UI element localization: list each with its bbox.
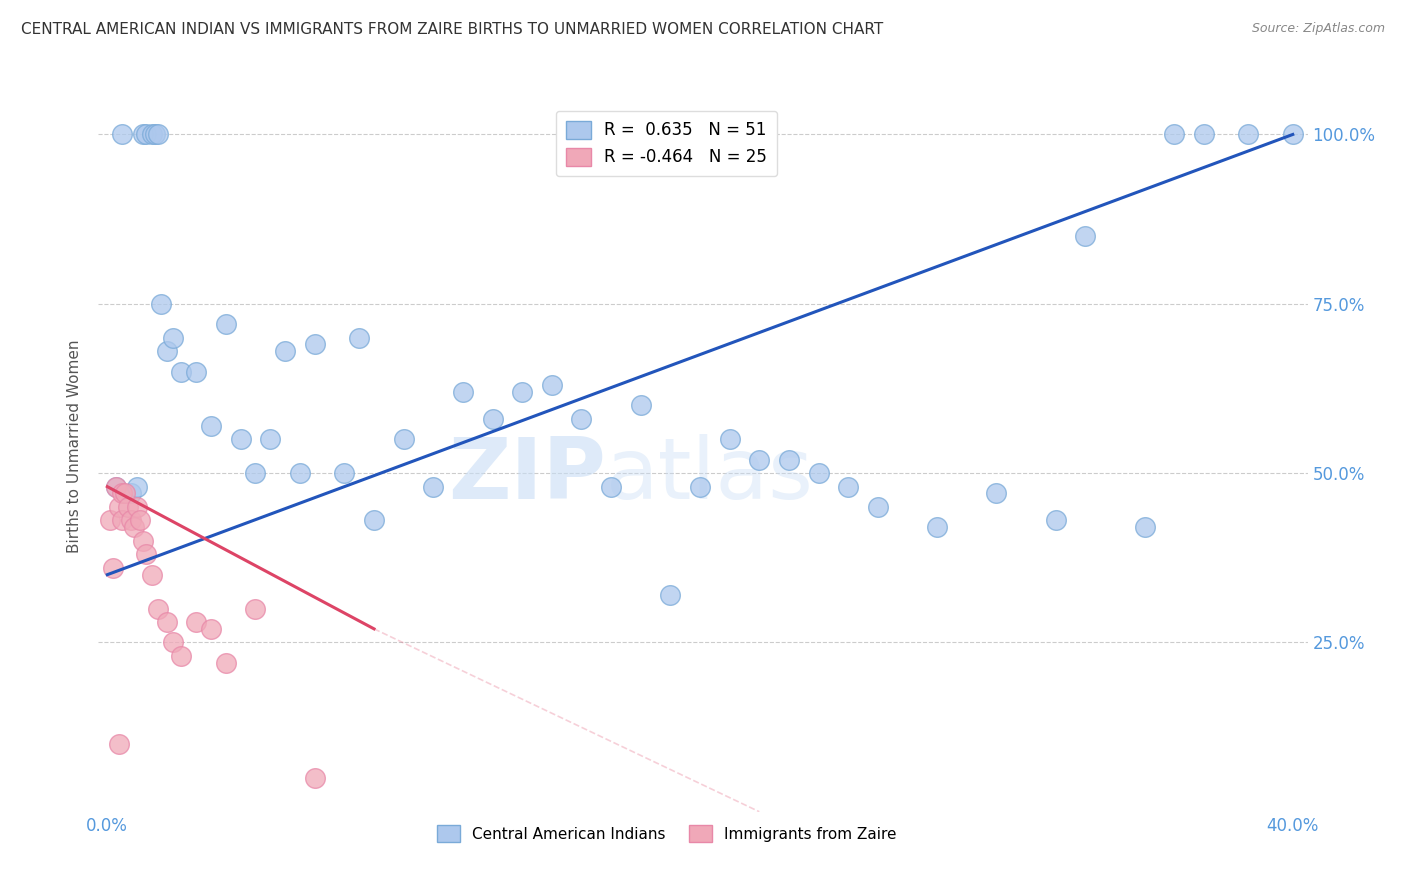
Point bbox=[659, 588, 682, 602]
Point bbox=[105, 480, 128, 494]
Legend: Central American Indians, Immigrants from Zaire: Central American Indians, Immigrants fro… bbox=[432, 819, 903, 848]
Point bbox=[129, 514, 152, 528]
Point bbox=[333, 466, 356, 480]
Text: Source: ZipAtlas.com: Source: ZipAtlas.com bbox=[1251, 22, 1385, 36]
Point bbox=[927, 520, 949, 534]
Point bbox=[122, 520, 145, 534]
Point bbox=[162, 635, 184, 649]
Point bbox=[170, 648, 193, 663]
Point bbox=[98, 514, 121, 528]
Point bbox=[778, 452, 800, 467]
Point bbox=[143, 128, 166, 142]
Point bbox=[103, 561, 125, 575]
Point bbox=[125, 480, 148, 494]
Point bbox=[132, 533, 155, 548]
Point bbox=[451, 384, 474, 399]
Point bbox=[288, 466, 311, 480]
Point bbox=[146, 128, 169, 142]
Point bbox=[689, 480, 711, 494]
Point bbox=[245, 601, 267, 615]
Point bbox=[114, 486, 136, 500]
Point bbox=[149, 297, 172, 311]
Point bbox=[363, 514, 385, 528]
Point bbox=[229, 432, 252, 446]
Point bbox=[600, 480, 623, 494]
Point bbox=[630, 398, 652, 412]
Point bbox=[866, 500, 889, 514]
Point bbox=[105, 480, 128, 494]
Point bbox=[422, 480, 444, 494]
Point bbox=[215, 317, 238, 331]
Point bbox=[111, 128, 134, 142]
Point bbox=[510, 384, 533, 399]
Point bbox=[1192, 128, 1215, 142]
Point bbox=[1133, 520, 1156, 534]
Point bbox=[135, 547, 157, 561]
Point bbox=[108, 500, 131, 514]
Point bbox=[837, 480, 859, 494]
Point bbox=[108, 737, 131, 751]
Point bbox=[748, 452, 770, 467]
Point bbox=[274, 344, 297, 359]
Point bbox=[141, 128, 163, 142]
Point bbox=[1237, 128, 1260, 142]
Text: atlas: atlas bbox=[606, 434, 814, 516]
Point bbox=[541, 378, 564, 392]
Point bbox=[986, 486, 1008, 500]
Point bbox=[146, 601, 169, 615]
Point bbox=[117, 500, 139, 514]
Point bbox=[1163, 128, 1185, 142]
Point bbox=[259, 432, 281, 446]
Point bbox=[111, 514, 134, 528]
Y-axis label: Births to Unmarried Women: Births to Unmarried Women bbox=[67, 339, 83, 553]
Point bbox=[186, 364, 208, 378]
Point bbox=[718, 432, 741, 446]
Point bbox=[215, 656, 238, 670]
Point bbox=[186, 615, 208, 629]
Point bbox=[170, 364, 193, 378]
Point bbox=[1045, 514, 1067, 528]
Point bbox=[125, 500, 148, 514]
Point bbox=[304, 337, 326, 351]
Point bbox=[1074, 229, 1097, 244]
Point bbox=[155, 615, 177, 629]
Text: ZIP: ZIP bbox=[449, 434, 606, 516]
Point bbox=[392, 432, 415, 446]
Point bbox=[200, 622, 222, 636]
Point bbox=[135, 128, 157, 142]
Point bbox=[120, 486, 142, 500]
Point bbox=[347, 331, 370, 345]
Point bbox=[245, 466, 267, 480]
Point bbox=[120, 514, 142, 528]
Text: CENTRAL AMERICAN INDIAN VS IMMIGRANTS FROM ZAIRE BIRTHS TO UNMARRIED WOMEN CORRE: CENTRAL AMERICAN INDIAN VS IMMIGRANTS FR… bbox=[21, 22, 883, 37]
Point bbox=[200, 418, 222, 433]
Point bbox=[141, 567, 163, 582]
Point bbox=[571, 412, 593, 426]
Point bbox=[111, 486, 134, 500]
Point bbox=[481, 412, 503, 426]
Point bbox=[304, 771, 326, 785]
Point bbox=[807, 466, 830, 480]
Point bbox=[1281, 128, 1303, 142]
Point bbox=[132, 128, 155, 142]
Point bbox=[155, 344, 177, 359]
Point bbox=[162, 331, 184, 345]
